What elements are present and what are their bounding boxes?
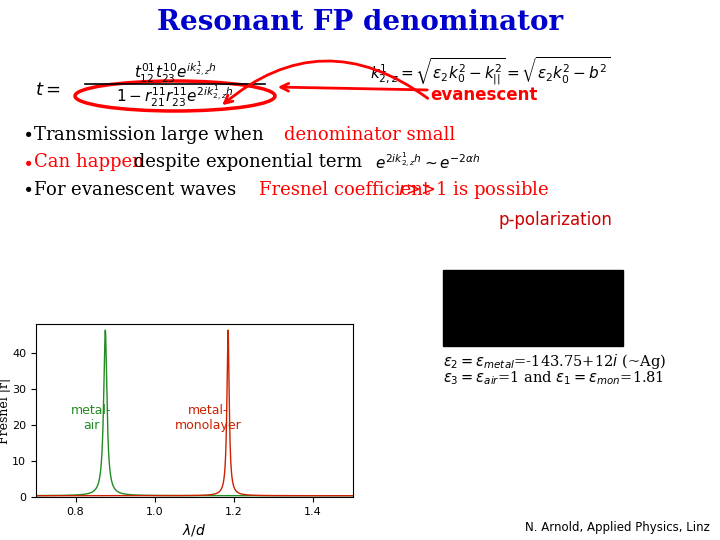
Text: $\varepsilon_2=\varepsilon_{metal}$=-143.75+12$i$ (~Ag): $\varepsilon_2=\varepsilon_{metal}$=-143…: [443, 352, 666, 371]
Text: Fresnel coefficient: Fresnel coefficient: [259, 181, 436, 199]
Text: $\bullet$Transmission large when: $\bullet$Transmission large when: [22, 124, 265, 146]
Text: $k_{2,z}^{1}=\sqrt{\varepsilon_2 k_0^2-k_{||}^2}=\sqrt{\varepsilon_2 k_0^2-b^2}$: $k_{2,z}^{1}=\sqrt{\varepsilon_2 k_0^2-k…: [369, 56, 611, 88]
Text: $t_{12}^{01}t_{23}^{10}e^{ik_{2,z}^{1}h}$: $t_{12}^{01}t_{23}^{10}e^{ik_{2,z}^{1}h}…: [134, 59, 216, 85]
X-axis label: $\lambda/d$: $\lambda/d$: [182, 522, 207, 538]
Text: metal-
monolayer: metal- monolayer: [175, 403, 242, 431]
Y-axis label: Fresnel |r|: Fresnel |r|: [0, 377, 11, 443]
Text: despite exponential term: despite exponential term: [128, 153, 362, 171]
Text: $\bullet$: $\bullet$: [22, 153, 32, 171]
Text: N. Arnold, Applied Physics, Linz: N. Arnold, Applied Physics, Linz: [525, 522, 710, 535]
Text: evanescent: evanescent: [430, 86, 537, 104]
Text: denominator small: denominator small: [284, 126, 455, 144]
Text: $r$>>1 is possible: $r$>>1 is possible: [398, 179, 549, 201]
Text: $1-r_{21}^{11}r_{23}^{11}e^{2ik_{2,z}^{1}h}$: $1-r_{21}^{11}r_{23}^{11}e^{2ik_{2,z}^{1…: [116, 84, 234, 109]
Text: Resonant FP denominator: Resonant FP denominator: [157, 9, 563, 36]
Text: $\bullet$For evanescent waves: $\bullet$For evanescent waves: [22, 181, 238, 199]
Text: p-polarization: p-polarization: [498, 211, 612, 229]
Text: $\varepsilon_3=\varepsilon_{air}$=1 and $\varepsilon_1=\varepsilon_{mon}$=1.81: $\varepsilon_3=\varepsilon_{air}$=1 and …: [443, 370, 664, 388]
Bar: [443, 270, 623, 346]
Text: $t=$: $t=$: [35, 81, 60, 99]
Text: $e^{2ik_{2,z}^{1}h}\sim e^{-2\alpha h}$: $e^{2ik_{2,z}^{1}h}\sim e^{-2\alpha h}$: [375, 152, 481, 172]
Text: metal-
air: metal- air: [71, 403, 112, 431]
Text: Can happen: Can happen: [34, 153, 144, 171]
